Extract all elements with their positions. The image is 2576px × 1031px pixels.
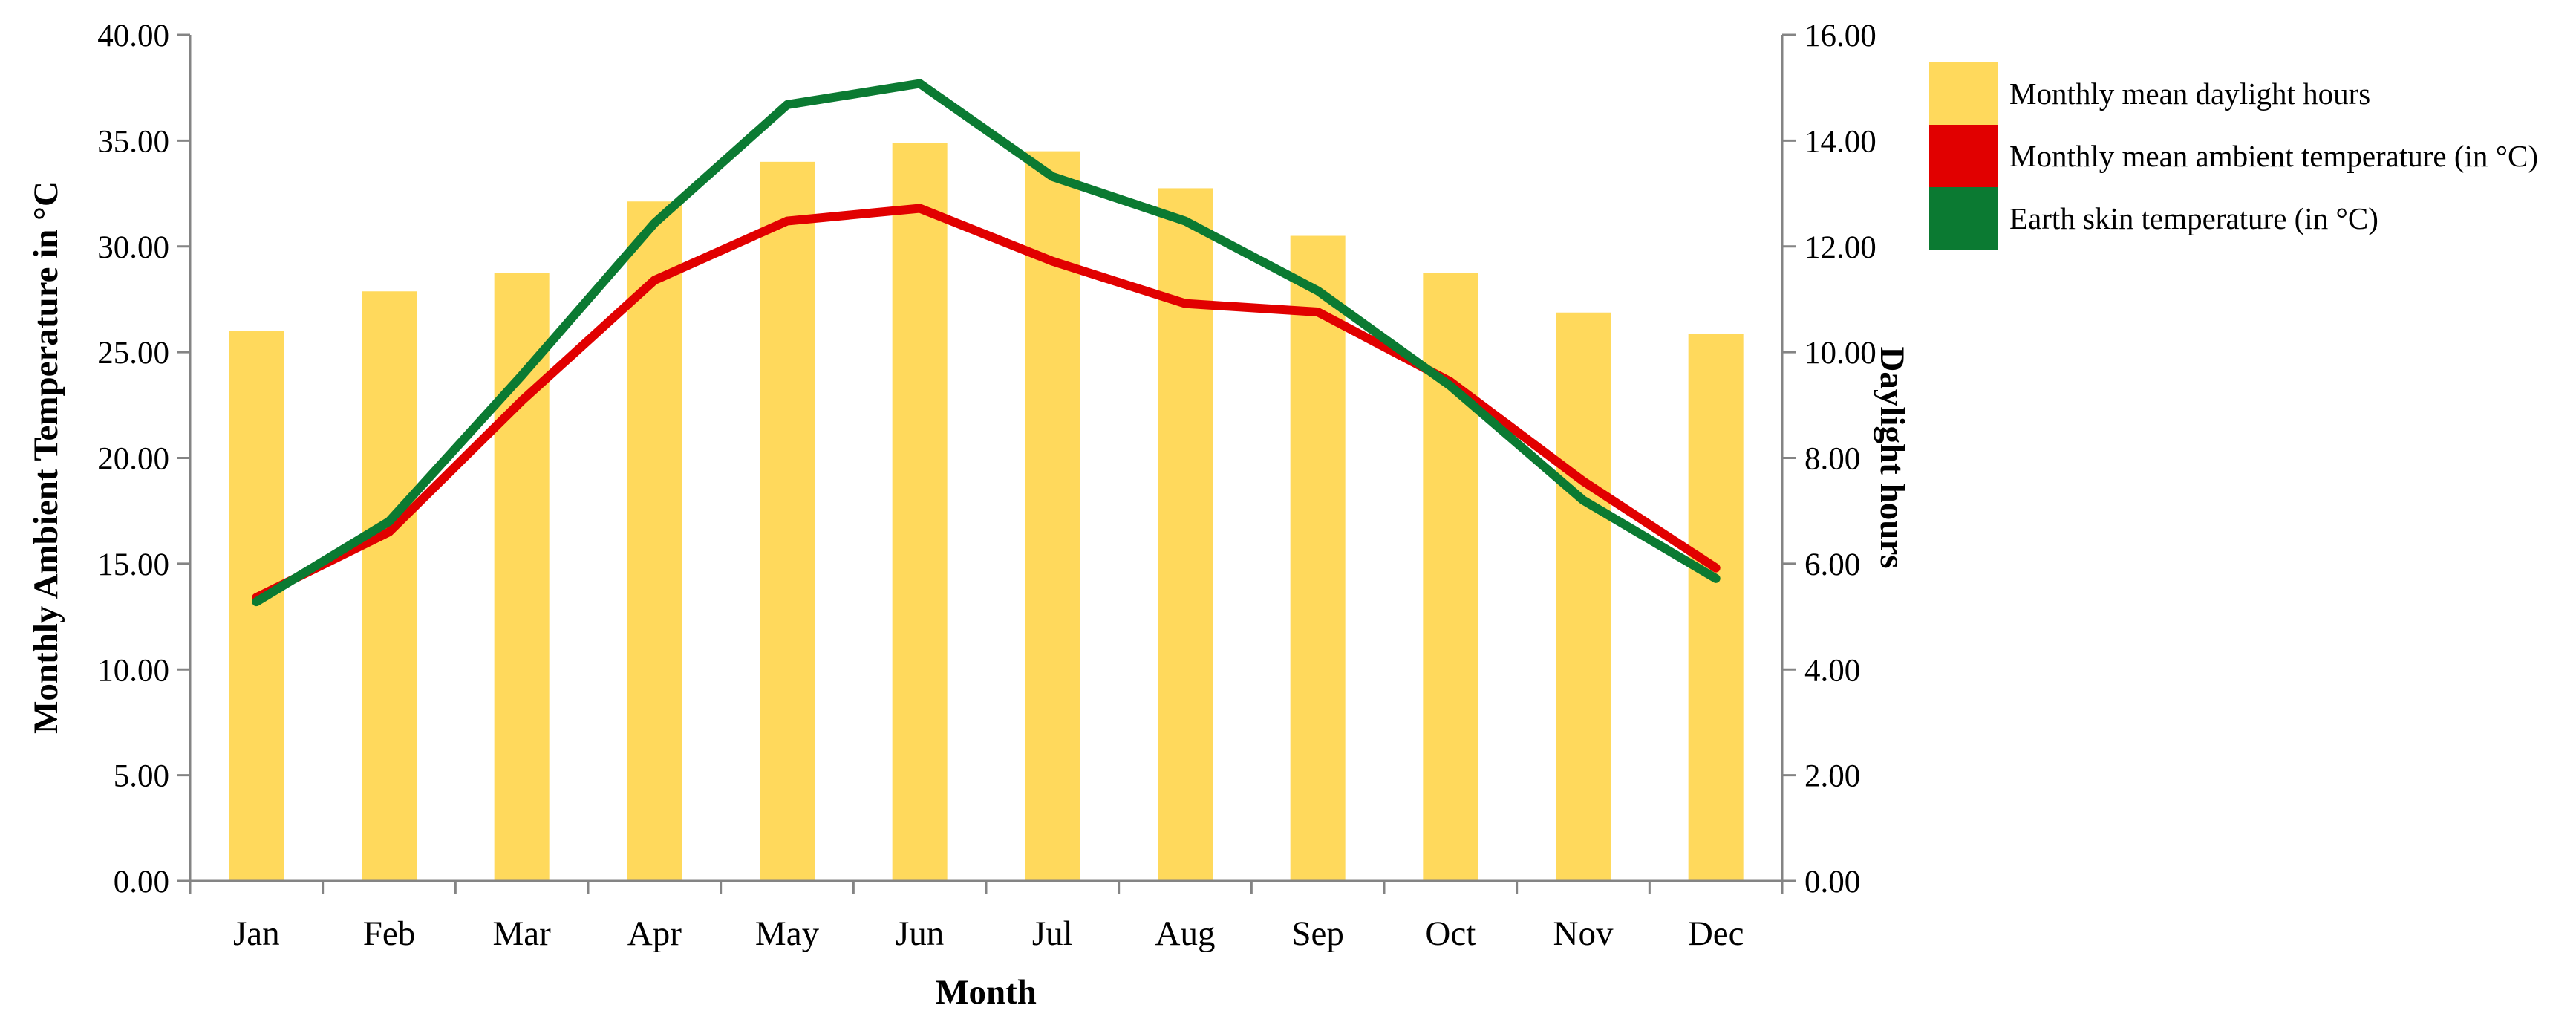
month-label-Nov: Nov bbox=[1553, 914, 1614, 953]
bar-Nov bbox=[1556, 312, 1611, 881]
left-tick-label: 5.00 bbox=[114, 759, 169, 794]
right-tick-label: 6.00 bbox=[1804, 547, 1860, 582]
bar-May bbox=[760, 161, 815, 882]
right-tick-label: 2.00 bbox=[1804, 759, 1860, 794]
month-label-Jan: Jan bbox=[233, 914, 280, 953]
bar-Jun bbox=[892, 143, 948, 881]
month-label-Oct: Oct bbox=[1425, 914, 1476, 953]
legend-label-daylight: Monthly mean daylight hours bbox=[2009, 77, 2371, 111]
left-tick-label: 0.00 bbox=[114, 865, 169, 900]
left-tick-label: 25.00 bbox=[97, 336, 169, 371]
bar-Mar bbox=[494, 273, 550, 881]
bar-Apr bbox=[627, 201, 682, 882]
month-label-Dec: Dec bbox=[1688, 914, 1744, 953]
bar-Sep bbox=[1290, 235, 1346, 881]
left-tick-label: 10.00 bbox=[97, 653, 169, 688]
left-tick-label: 35.00 bbox=[97, 124, 169, 159]
month-label-Mar: Mar bbox=[493, 914, 552, 953]
month-label-Sep: Sep bbox=[1291, 914, 1344, 953]
left-tick-label: 30.00 bbox=[97, 230, 169, 265]
legend-item-ambient-temperature: Monthly mean ambient temperature (in °C) bbox=[1929, 125, 2538, 187]
right-tick-label: 14.00 bbox=[1804, 124, 1876, 159]
legend-swatch-1 bbox=[1929, 125, 1998, 187]
legend-item-daylight: Monthly mean daylight hours bbox=[1929, 62, 2538, 125]
bar-series bbox=[229, 143, 1744, 882]
right-axis-title: Daylight hours bbox=[1873, 346, 1911, 569]
bar-Jul bbox=[1025, 151, 1080, 882]
legend-label-earth-skin-temperature: Earth skin temperature (in °C) bbox=[2009, 201, 2378, 235]
legend: Monthly mean daylight hours Monthly mean… bbox=[1929, 62, 2538, 250]
line-ambient-temperature bbox=[252, 204, 1721, 602]
left-tick-label: 20.00 bbox=[97, 442, 169, 477]
right-tick-label: 8.00 bbox=[1804, 442, 1860, 477]
left-tick-label: 15.00 bbox=[97, 547, 169, 582]
legend-swatch-0 bbox=[1929, 62, 1998, 125]
legend-label-ambient-temperature: Monthly mean ambient temperature (in °C) bbox=[2009, 139, 2539, 173]
x-axis-title: Month bbox=[936, 973, 1037, 1012]
legend-swatch-2 bbox=[1929, 187, 1998, 250]
month-label-Aug: Aug bbox=[1155, 914, 1216, 953]
bar-Dec bbox=[1688, 334, 1744, 882]
axis-tick-labels: 0.00 5.00 10.00 15.00 20.00 25.00 30.00 35.00 40… bbox=[97, 19, 1876, 953]
bar-Aug bbox=[1158, 188, 1213, 882]
left-tick-label: 40.00 bbox=[97, 19, 169, 53]
month-label-May: May bbox=[755, 914, 820, 953]
right-tick-label: 10.00 bbox=[1804, 336, 1876, 371]
legend-item-earth-skin-temperature: Earth skin temperature (in °C) bbox=[1929, 187, 2538, 250]
right-tick-label: 16.00 bbox=[1804, 19, 1876, 53]
month-label-Apr: Apr bbox=[627, 914, 682, 953]
month-label-Jul: Jul bbox=[1032, 914, 1073, 953]
right-tick-label: 4.00 bbox=[1804, 653, 1860, 688]
right-tick-label: 12.00 bbox=[1804, 230, 1876, 265]
axes bbox=[177, 33, 1796, 894]
bar-Oct bbox=[1423, 273, 1478, 881]
right-tick-label: 0.00 bbox=[1804, 865, 1860, 900]
month-label-Jun: Jun bbox=[896, 914, 944, 953]
left-axis-title: Monthly Ambient Temperature in °C bbox=[27, 181, 65, 734]
line-earth-skin-temperature bbox=[252, 79, 1721, 607]
month-label-Feb: Feb bbox=[363, 914, 416, 953]
bar-Feb bbox=[362, 291, 417, 881]
